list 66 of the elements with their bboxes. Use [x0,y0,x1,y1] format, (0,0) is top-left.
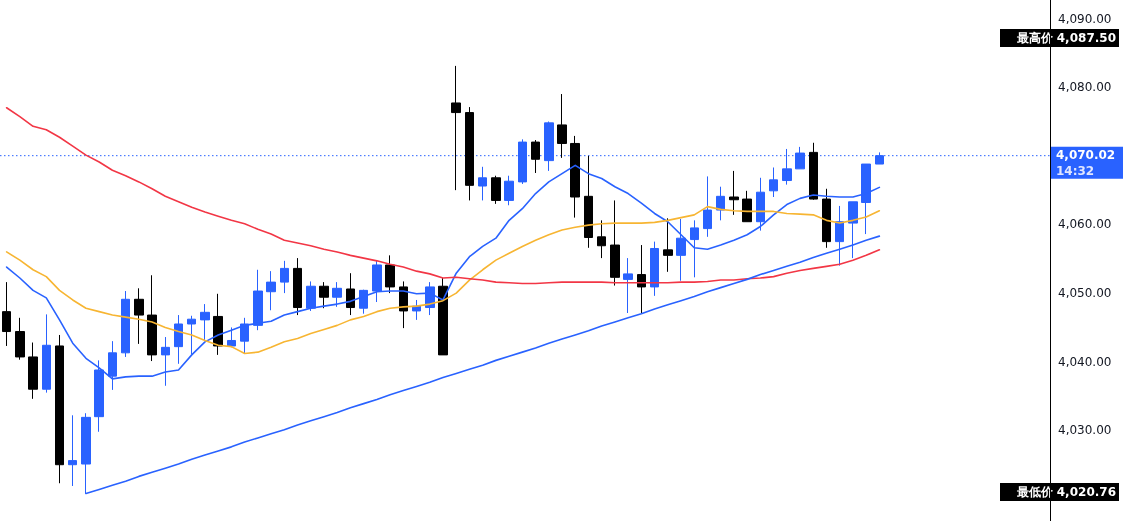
candlestick [570,135,580,219]
candlestick [346,272,355,316]
candlestick [504,175,514,206]
candlestick [187,315,196,355]
candlestick [597,219,606,259]
candlestick [15,317,25,361]
candlestick [319,281,329,309]
text: 14:32 [1056,163,1095,178]
candlestick [68,414,77,487]
candlestick [42,313,51,394]
y-tick-label: 4,030.00 [1058,423,1112,438]
candlestick [425,281,435,316]
candlestick [266,270,276,311]
text: 最低价 4,020.76 [1015,485,1116,499]
candlestick [121,290,130,358]
candlestick [200,303,210,341]
y-tick-label: 4,060.00 [1058,217,1112,232]
candlestick [478,166,487,201]
candlestick [809,142,818,201]
candlestick [134,287,144,345]
candlestick [742,190,752,223]
y-tick-label: 4,050.00 [1058,286,1112,301]
candlestick [2,281,11,347]
candlestick [650,241,659,297]
candlestick [359,289,368,315]
candlestick [28,342,38,400]
candlestick [332,281,342,308]
candlestick [213,293,223,356]
candlestick [451,65,461,191]
candlestick [372,260,382,303]
candlestick [610,199,620,287]
candlestick [716,186,725,221]
candlestick [240,317,249,355]
candlestick [438,277,448,356]
candlestick [531,139,540,174]
candlestick [253,269,263,331]
candlestick [147,274,157,362]
ref-line-label: 4,070.02 [1056,147,1116,162]
y-tick-label: 4,040.00 [1058,354,1112,369]
candlestick [690,219,699,278]
y-tick-label: 4,090.00 [1058,11,1112,26]
candlestick [280,260,289,294]
candlestick [663,217,673,273]
candlestick [703,175,712,238]
line-series [5,205,881,355]
candlestick [544,121,554,172]
candlestick [227,326,236,348]
candlestick [465,106,474,201]
candlestick [637,244,646,314]
candlestick [729,170,739,216]
text: 最高价 4,087.50 [1015,31,1116,45]
candlestick [557,93,567,159]
candlestick [174,314,183,365]
candlestick [584,155,593,249]
candlestick [385,254,395,294]
candlestick [55,334,64,484]
candlestick [769,166,778,198]
candlestick [676,218,686,282]
y-tick-label: 4,080.00 [1058,80,1112,95]
candlestick [293,257,302,316]
candlestick [491,175,501,205]
candlestick [623,257,633,314]
candlestick [756,177,765,232]
candlestick [306,280,316,312]
candlestick [822,188,831,249]
line-series [5,106,881,285]
